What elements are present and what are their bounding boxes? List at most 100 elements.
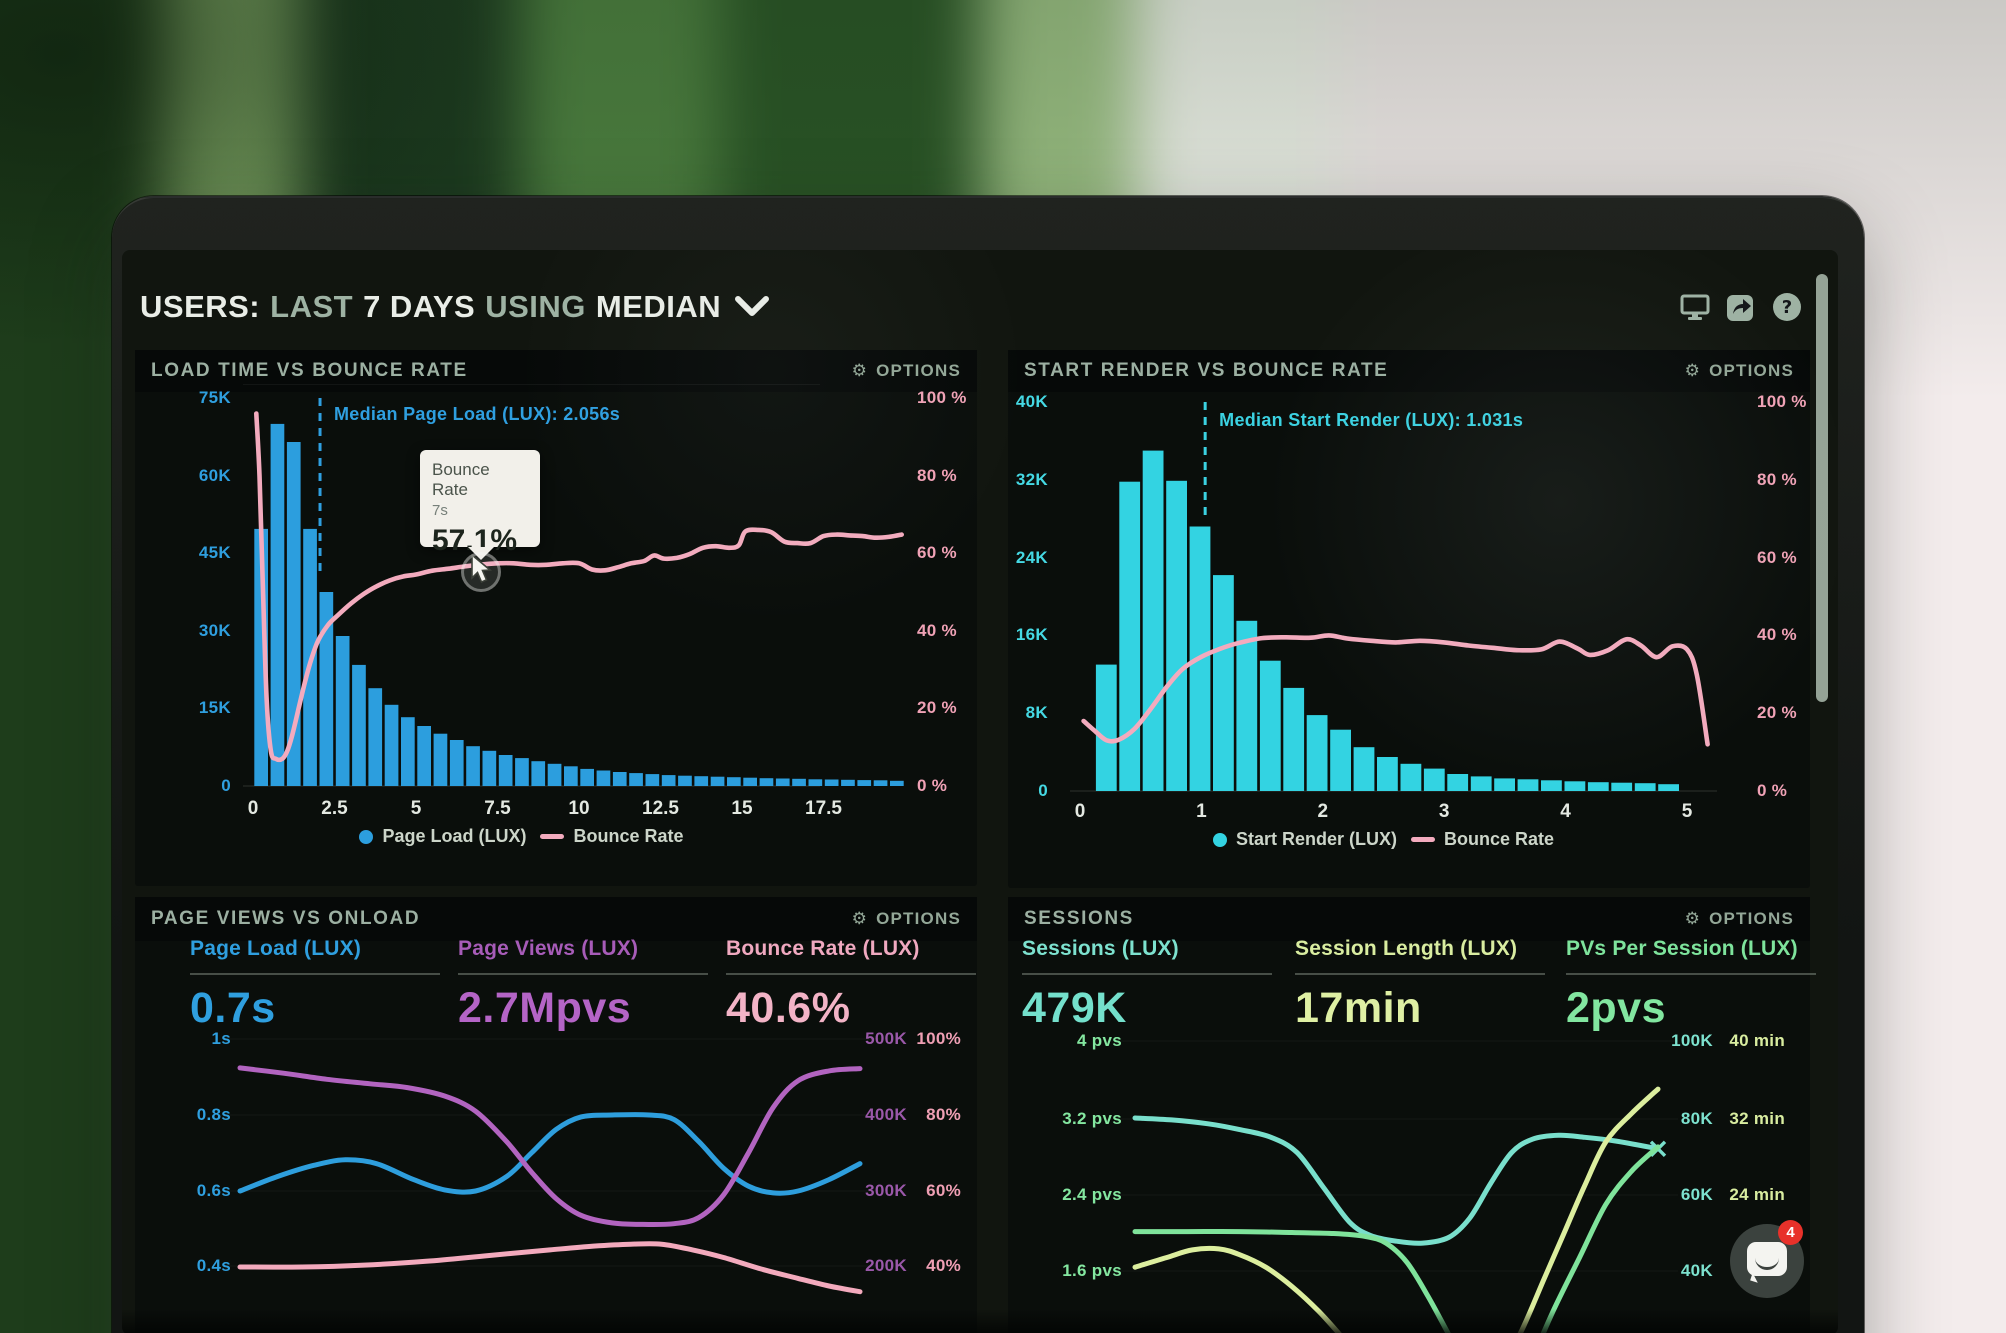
bounce-rate-line: [1081, 633, 1710, 747]
options-button[interactable]: ⚙ OPTIONS: [1684, 908, 1794, 929]
y-axis-right-label: 100 %: [917, 388, 967, 407]
metric-value: 17min: [1295, 984, 1422, 1032]
series-line: [1132, 1144, 1661, 1333]
histogram-bar: [596, 770, 611, 786]
load-time-chart[interactable]: 75K 60K 45K 30K 15K 0 100 % 80 % 60 % 40 % 20 % 0 %…: [135, 350, 977, 886]
x-axis-label: 4: [1560, 801, 1571, 822]
chart-legend: Page Load (LUX) Bounce Rate: [253, 826, 790, 847]
legend-item: Bounce Rate: [540, 826, 684, 847]
x-axis-label: 0: [1074, 801, 1086, 822]
y-axis-right-label: 0 %: [917, 776, 948, 795]
axis-right-label: 24 min: [1729, 1185, 1785, 1204]
axis-right-label: 80%: [926, 1105, 961, 1124]
histogram-bar: [1494, 778, 1515, 791]
histogram-bar: [1470, 776, 1492, 791]
metric-value: 2pvs: [1566, 984, 1667, 1032]
histogram-bar: [515, 758, 529, 786]
options-button[interactable]: ⚙ OPTIONS: [851, 908, 961, 929]
x-axis-label: 0: [247, 798, 259, 819]
dashboard-screen: USERS: LAST 7 DAYS USING MEDIAN ?: [122, 250, 1838, 1333]
histogram-bar: [759, 778, 774, 786]
metric-1: Page Views (LUX) 2.7Mpvs: [458, 937, 708, 1033]
users-period-dropdown[interactable]: USERS: LAST 7 DAYS USING MEDIAN: [140, 286, 770, 326]
y-axis-right-label: 40 %: [917, 620, 957, 640]
page-scrollbar[interactable]: [1816, 274, 1828, 702]
metric-2: Bounce Rate (LUX) 40.6%: [726, 937, 976, 1033]
histogram-bar: [433, 733, 448, 786]
histogram-bar: [498, 755, 513, 786]
histogram-bar: [824, 779, 839, 786]
help-icon[interactable]: ?: [1772, 292, 1802, 322]
gear-icon: ⚙: [1684, 360, 1702, 381]
metric-label: PVs Per Session (LUX): [1566, 937, 1798, 960]
metric-2: PVs Per Session (LUX) 2pvs: [1566, 937, 1816, 1033]
histogram-bar: [531, 761, 546, 786]
series-line: [237, 1241, 863, 1295]
metric-label: Bounce Rate (LUX): [726, 937, 920, 960]
metric-1: Session Length (LUX) 17min: [1295, 937, 1545, 1033]
legend-item: Bounce Rate: [1410, 829, 1555, 850]
laptop-bezel: USERS: LAST 7 DAYS USING MEDIAN ?: [112, 196, 1864, 1333]
intercom-launcher[interactable]: 4: [1730, 1220, 1804, 1298]
header-segment: LAST: [270, 288, 354, 324]
options-button[interactable]: ⚙ OPTIONS: [851, 360, 961, 381]
panel-title: PAGE VIEWS VS ONLOAD: [151, 908, 421, 929]
panel-sessions: SESSIONS ⚙ OPTIONS Sessions (LUX) 479K Ses…: [1008, 897, 1816, 1333]
axis-mid-label: 60K: [1680, 1185, 1713, 1204]
metric-rule: [1295, 973, 1545, 975]
histogram-bar: [286, 442, 301, 786]
options-button[interactable]: ⚙ OPTIONS: [1684, 360, 1794, 381]
histogram-bar: [841, 779, 855, 786]
legend-label: Start Render (LUX): [1235, 829, 1397, 849]
y-axis-left-label: 30K: [198, 620, 231, 640]
histogram-bar: [775, 778, 790, 786]
y-axis-left-label: 75K: [198, 388, 231, 407]
histogram-bar: [727, 777, 741, 786]
series-line: [1132, 1086, 1661, 1333]
page-views-onload-chart[interactable]: Page Load (LUX) 0.7s Page Views (LUX) 2.7Mp…: [135, 897, 977, 1333]
histogram-bar: [1611, 782, 1633, 791]
display-icon[interactable]: [1680, 292, 1710, 322]
histogram-bar: [1119, 481, 1141, 791]
x-axis-label: 2.5: [321, 798, 348, 819]
axis-left-label: 3.2 pvs: [1062, 1109, 1122, 1128]
sessions-chart[interactable]: Sessions (LUX) 479K Session Length (LUX) 17…: [1008, 897, 1816, 1333]
histogram-bar: [1166, 480, 1187, 791]
start-render-chart[interactable]: 40K 32K 24K 16K 8K 0 100 % 80 % 60 % 40 % 20 % 0 % 0…: [1008, 350, 1810, 888]
x-axis-label: 5: [410, 798, 422, 819]
histogram-bar: [1564, 781, 1586, 791]
metric-0: Sessions (LUX) 479K: [1022, 937, 1272, 1033]
legend-label: Bounce Rate: [573, 826, 684, 846]
histogram-bar: [1283, 687, 1305, 791]
metric-label: Page Load (LUX): [190, 937, 362, 960]
y-axis-right-label: 80 %: [917, 465, 957, 485]
SESSIONS plot: [1121, 1040, 1678, 1333]
histogram-bar: [352, 664, 366, 786]
y-axis-left-label: 60K: [198, 465, 231, 485]
metric-value: 40.6%: [726, 984, 851, 1032]
histogram-bar: [645, 774, 660, 786]
START RENDER VS BOUNCE RATE plot: [1070, 402, 1717, 792]
panel-title: LOAD TIME VS BOUNCE RATE: [151, 360, 468, 381]
histogram-bar: [694, 776, 709, 786]
chat-bubble-icon: [1747, 1242, 1787, 1276]
histogram-bar: [270, 423, 285, 786]
axis-right-label: 40 min: [1729, 1031, 1785, 1050]
legend-marker-dot: [1212, 832, 1227, 847]
axis-mid-label: 40K: [1680, 1261, 1713, 1280]
histogram-bar: [1330, 729, 1351, 791]
metric-label: Page Views (LUX): [458, 937, 639, 960]
histogram-bar: [1587, 782, 1609, 791]
histogram-bar: [401, 717, 415, 786]
legend-marker-line: [540, 834, 565, 839]
axis-left-label: 4 pvs: [1077, 1031, 1122, 1050]
axis-left-label: 0.8s: [196, 1105, 231, 1124]
bounce-rate-line: [254, 411, 904, 763]
axis-left-label: 1.6 pvs: [1062, 1261, 1122, 1280]
histogram-bar: [547, 763, 562, 786]
cursor-halo: [461, 552, 501, 592]
share-icon[interactable]: [1726, 292, 1756, 322]
axis-mid-label: 80K: [1680, 1109, 1713, 1128]
legend-label: Bounce Rate: [1443, 829, 1555, 849]
